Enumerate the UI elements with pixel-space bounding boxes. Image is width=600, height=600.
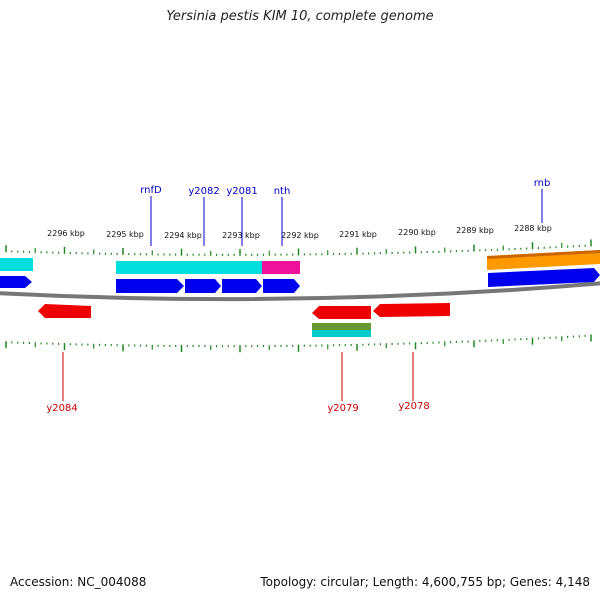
- genome-backbone: [0, 281, 600, 302]
- gene-label-y2082[interactable]: y2082: [188, 186, 219, 197]
- cog-block-y2081: [224, 261, 262, 274]
- scale-label-2295: 2295 kbp: [106, 230, 144, 239]
- inner-tick-row: [5, 334, 592, 353]
- scale-label-2294: 2294 kbp: [164, 231, 202, 240]
- cog-band-outer: [0, 250, 600, 274]
- map-title: Yersinia pestis KIM 10, complete genome: [166, 9, 434, 24]
- scale-label-2296: 2296 kbp: [47, 229, 85, 238]
- gene-label-lines: [62, 189, 543, 401]
- cog-block-y2079-a: [312, 323, 371, 330]
- accession-text: Accession: NC_004088: [10, 575, 147, 589]
- cds-forward-nth: [263, 279, 300, 293]
- gene-label-rnb[interactable]: rnb: [534, 178, 551, 189]
- cds-forward-left: [0, 276, 32, 288]
- genome-summary-text: Topology: circular; Length: 4,600,755 bp…: [260, 575, 590, 589]
- gene-label-y2078[interactable]: y2078: [398, 401, 429, 412]
- gene-label-nth[interactable]: nth: [274, 186, 291, 197]
- cds-forward-y2081: [222, 279, 262, 293]
- cds-forward-rnfD: [116, 279, 184, 293]
- gene-label-y2084[interactable]: y2084: [46, 403, 77, 414]
- gene-label-y2079[interactable]: y2079: [327, 403, 358, 414]
- cds-reverse-y2078: [373, 303, 450, 317]
- scale-label-2289: 2289 kbp: [456, 226, 494, 235]
- reverse-cds-track: [38, 303, 450, 319]
- cds-reverse-y2084: [38, 304, 91, 318]
- cog-block-y2082: [184, 261, 224, 274]
- cog-block-left: [0, 258, 33, 271]
- scale-label-2291: 2291 kbp: [339, 230, 377, 239]
- scale-label-2292: 2292 kbp: [281, 231, 319, 240]
- cog-block-y2079-b: [312, 330, 371, 337]
- cog-band-inner: [312, 323, 371, 337]
- gene-label-rnfD[interactable]: rnfD: [140, 185, 162, 196]
- scale-label-2293: 2293 kbp: [222, 231, 260, 240]
- cog-block-nth: [262, 261, 300, 274]
- scale-label-2288: 2288 kbp: [514, 224, 552, 233]
- scale-labels: 2296 kbp 2295 kbp 2294 kbp 2293 kbp 2292…: [47, 224, 552, 240]
- outer-tick-row: [5, 239, 592, 256]
- cog-block-rnfD: [116, 261, 184, 274]
- cds-forward-rnb: [488, 268, 600, 287]
- scale-label-2290: 2290 kbp: [398, 228, 436, 237]
- cds-forward-y2082: [185, 279, 221, 293]
- gene-label-y2081[interactable]: y2081: [226, 186, 257, 197]
- cds-reverse-y2080: [312, 306, 371, 319]
- forward-cds-track: [0, 268, 600, 293]
